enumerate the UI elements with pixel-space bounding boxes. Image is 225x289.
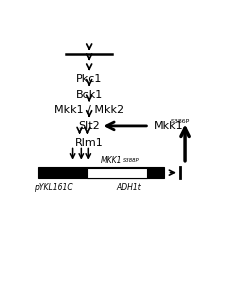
Text: Mkk1: Mkk1 xyxy=(154,121,183,131)
Text: Rlm1: Rlm1 xyxy=(75,138,104,148)
Text: pYKL161C: pYKL161C xyxy=(34,183,73,192)
Bar xyxy=(38,167,164,178)
Text: Bck1: Bck1 xyxy=(76,90,103,100)
Text: ADH1t: ADH1t xyxy=(116,183,141,192)
Text: MKK1: MKK1 xyxy=(101,156,123,165)
Text: S386P: S386P xyxy=(171,119,190,124)
Text: Slt2: Slt2 xyxy=(78,121,100,131)
Text: Mkk1 / Mkk2: Mkk1 / Mkk2 xyxy=(54,105,124,115)
Bar xyxy=(87,168,147,178)
Text: S388P: S388P xyxy=(123,158,139,163)
Text: Pkc1: Pkc1 xyxy=(76,74,102,84)
